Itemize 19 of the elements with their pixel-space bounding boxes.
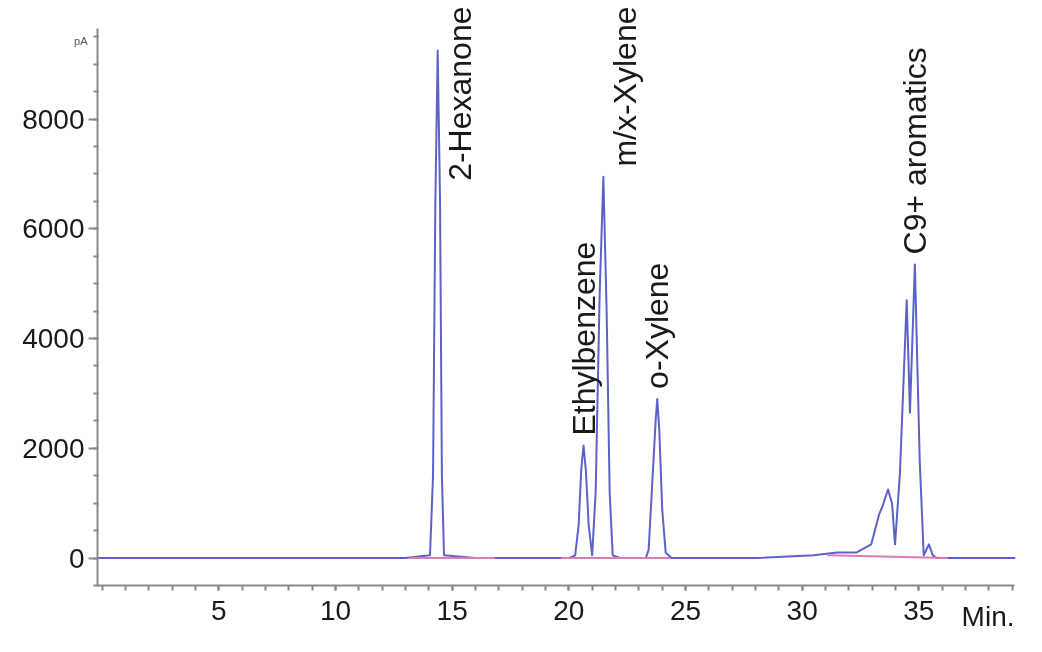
x-axis-title: Min. [961,600,1015,632]
x-tick-label: 35 [903,594,935,626]
y-tick-label: 2000 [22,432,85,464]
y-tick-label: 6000 [22,213,85,245]
x-tick-label: 5 [211,594,227,626]
x-tick-label: 25 [669,594,702,626]
x-tick-label: 10 [319,594,352,626]
annotation: m/x-Xylene [607,6,644,167]
y-tick-label: 8000 [22,103,85,135]
x-tick-label: 15 [436,594,468,626]
y-tick-label: 4000 [22,323,85,355]
x-tick-label: 20 [553,594,585,626]
annotation: 2-Hexanone [441,6,478,181]
annotation: o-Xylene [639,262,676,389]
y-axis-title: pA [74,34,89,47]
x-tick-label: 30 [786,594,818,626]
y-tick-label: 0 [68,542,85,574]
annotation: Ethylbenzene [565,241,602,436]
annotation: C9+ aromatics [896,47,933,255]
